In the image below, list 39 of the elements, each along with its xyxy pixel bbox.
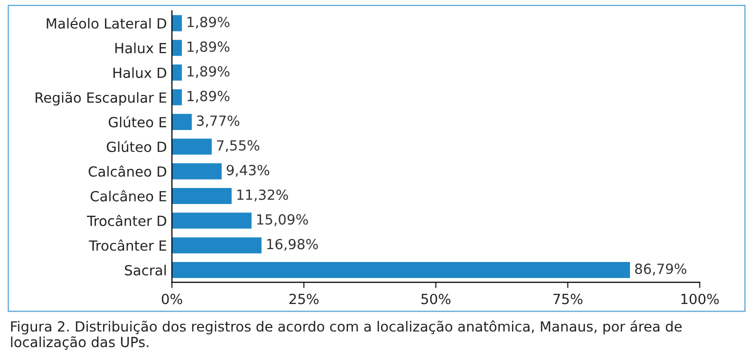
y-tick-label: Região Escapular E	[36, 92, 166, 106]
y-tick-label: Calcâneo E	[90, 190, 166, 202]
data-label: 7,55%	[217, 140, 260, 152]
x-tick-label: 25%	[289, 294, 319, 304]
bar	[172, 114, 192, 130]
y-tick-label: Halux E	[115, 42, 166, 54]
bar	[172, 163, 222, 180]
data-label: 3,77%	[197, 115, 240, 128]
bar	[172, 212, 252, 229]
data-label: 9,43%	[226, 164, 270, 177]
x-tick-label: 100%	[681, 294, 719, 304]
bar	[172, 237, 262, 254]
bar	[172, 89, 182, 106]
data-label: 11,32%	[237, 190, 288, 202]
y-tick-label: Calcâneo D	[88, 165, 166, 177]
y-tick-label: Glúteo D	[106, 140, 166, 152]
bar	[172, 262, 630, 278]
y-tick-label: Trocânter D	[86, 214, 166, 226]
data-label: 1,89%	[188, 41, 230, 54]
bar	[172, 188, 232, 204]
data-label: 1,89%	[188, 16, 230, 29]
x-tick-label: 75%	[553, 294, 582, 304]
data-label: 86,79%	[635, 264, 686, 276]
x-tick-label: 0%	[162, 294, 182, 304]
data-label: 15,09%	[257, 214, 308, 226]
data-label: 1,89%	[188, 90, 230, 103]
data-label: 1,89%	[188, 66, 230, 78]
bar	[172, 40, 182, 56]
bar	[172, 64, 182, 81]
y-tick-label: Sacral	[124, 264, 166, 276]
y-tick-label: Trocânter E	[88, 240, 166, 251]
bar	[172, 138, 212, 155]
y-tick-label: Glúteo E	[108, 116, 166, 128]
y-tick-label: Maléolo Lateral D	[46, 17, 166, 29]
bar	[172, 15, 182, 32]
x-tick-label: 50%	[421, 294, 450, 304]
y-tick-label: Halux D	[113, 67, 166, 78]
data-label: 16,98%	[267, 238, 318, 251]
text: Figura 2. Distribuição dos registros de acordo com a localização anatômica, Manaus, por área de localização das UPs.	[11, 320, 682, 350]
